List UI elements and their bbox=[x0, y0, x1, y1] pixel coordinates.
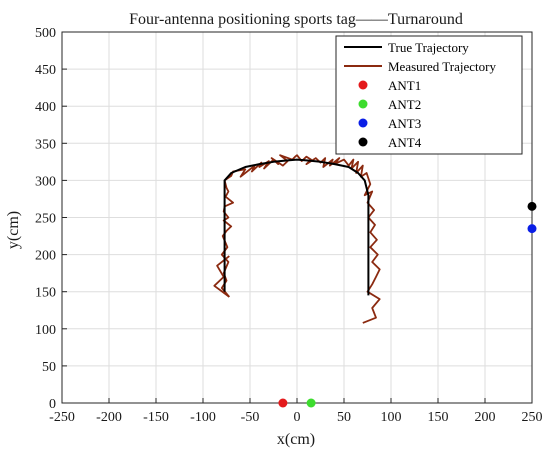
antenna-marker-ant4 bbox=[527, 201, 537, 211]
y-tick-label: 50 bbox=[42, 360, 56, 375]
y-tick-label: 0 bbox=[49, 397, 56, 412]
legend-dot-swatch bbox=[358, 118, 368, 128]
x-tick-label: -50 bbox=[241, 410, 260, 425]
legend-dot-swatch bbox=[358, 137, 368, 147]
legend-label: Measured Trajectory bbox=[388, 59, 496, 74]
y-tick-label: 100 bbox=[35, 323, 56, 338]
y-tick-label: 400 bbox=[35, 100, 56, 115]
antenna-layer bbox=[278, 201, 537, 408]
legend-dot-swatch bbox=[358, 99, 368, 109]
x-tick-label: -200 bbox=[96, 410, 122, 425]
y-tick-label: 300 bbox=[35, 174, 56, 189]
y-tick-label: 150 bbox=[35, 286, 56, 301]
legend-label: ANT1 bbox=[388, 78, 421, 93]
legend-dot-swatch bbox=[358, 80, 368, 90]
antenna-marker-ant1 bbox=[278, 398, 288, 408]
y-tick-label: 500 bbox=[35, 26, 56, 41]
x-tick-label: -100 bbox=[190, 410, 216, 425]
chart-title: Four-antenna positioning sports tag——Tur… bbox=[129, 11, 463, 28]
true-trajectory-line bbox=[223, 158, 370, 296]
y-tick-label: 350 bbox=[35, 137, 56, 152]
antenna-marker-ant3 bbox=[527, 224, 537, 234]
x-tick-label: 0 bbox=[294, 410, 301, 425]
legend-label: ANT3 bbox=[388, 116, 421, 131]
x-tick-label: 200 bbox=[475, 410, 496, 425]
measured-trajectory-line bbox=[213, 255, 230, 298]
legend-label: True Trajectory bbox=[388, 40, 469, 55]
x-tick-label: 150 bbox=[428, 410, 449, 425]
x-axis-title: x(cm) bbox=[277, 431, 315, 448]
y-tick-label: 250 bbox=[35, 212, 56, 227]
y-tick-label: 200 bbox=[35, 249, 56, 264]
x-tick-label: -150 bbox=[143, 410, 169, 425]
x-tick-label: -250 bbox=[49, 410, 75, 425]
legend-label: ANT4 bbox=[388, 135, 422, 150]
y-axis-title: y(cm) bbox=[5, 211, 22, 249]
antenna-marker-ant2 bbox=[306, 398, 316, 408]
legend-label: ANT2 bbox=[388, 97, 421, 112]
legend-box bbox=[335, 35, 523, 155]
legend: True Trajectory Measured Trajectory ANT1 AN… bbox=[335, 35, 523, 155]
x-tick-label: 250 bbox=[522, 410, 543, 425]
y-tick-label: 450 bbox=[35, 63, 56, 78]
x-tick-label: 100 bbox=[381, 410, 402, 425]
series-layer bbox=[213, 154, 381, 324]
axis-ticks: -250 -200 -150 -100 -50 0 50 100 150 200 250 0 50 100… bbox=[35, 26, 543, 425]
x-tick-label: 50 bbox=[337, 410, 351, 425]
